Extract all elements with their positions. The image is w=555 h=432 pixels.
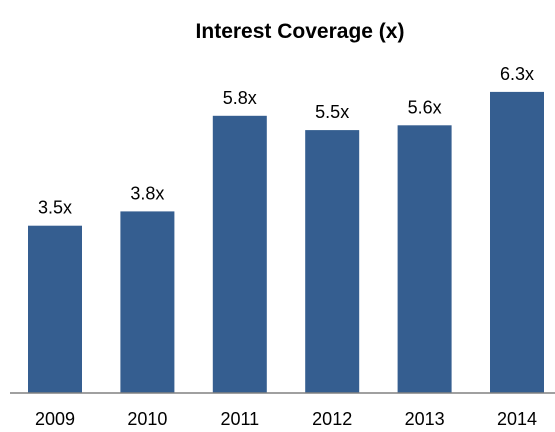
x-tick-label-2009: 2009	[35, 409, 75, 429]
x-tick-label-2012: 2012	[312, 409, 352, 429]
data-labels-group: 3.5x 3.8x 5.8x 5.5x 5.6x 6.3x	[38, 64, 534, 218]
chart-title: Interest Coverage (x)	[196, 20, 405, 43]
x-tick-labels-group: 2009 2010 2011 2012 2013 2014	[35, 409, 537, 429]
data-label-2010: 3.8x	[130, 183, 164, 203]
data-label-2012: 5.5x	[315, 102, 349, 122]
bar-2011	[212, 115, 267, 394]
x-tick-label-2013: 2013	[405, 409, 445, 429]
bar-2010	[120, 211, 175, 393]
data-label-2013: 5.6x	[408, 97, 442, 117]
data-label-2014: 6.3x	[500, 64, 534, 84]
x-tick-label-2010: 2010	[127, 409, 167, 429]
bar-2013	[397, 125, 452, 394]
bar-2009	[28, 225, 82, 393]
x-tick-label-2011: 2011	[220, 409, 259, 429]
x-tick-label-2014: 2014	[497, 409, 537, 429]
data-label-2009: 3.5x	[38, 198, 72, 218]
bar-2012	[305, 130, 360, 393]
bars-group	[28, 91, 544, 394]
data-label-2011: 5.8x	[223, 88, 257, 108]
bar-2014	[490, 91, 544, 394]
